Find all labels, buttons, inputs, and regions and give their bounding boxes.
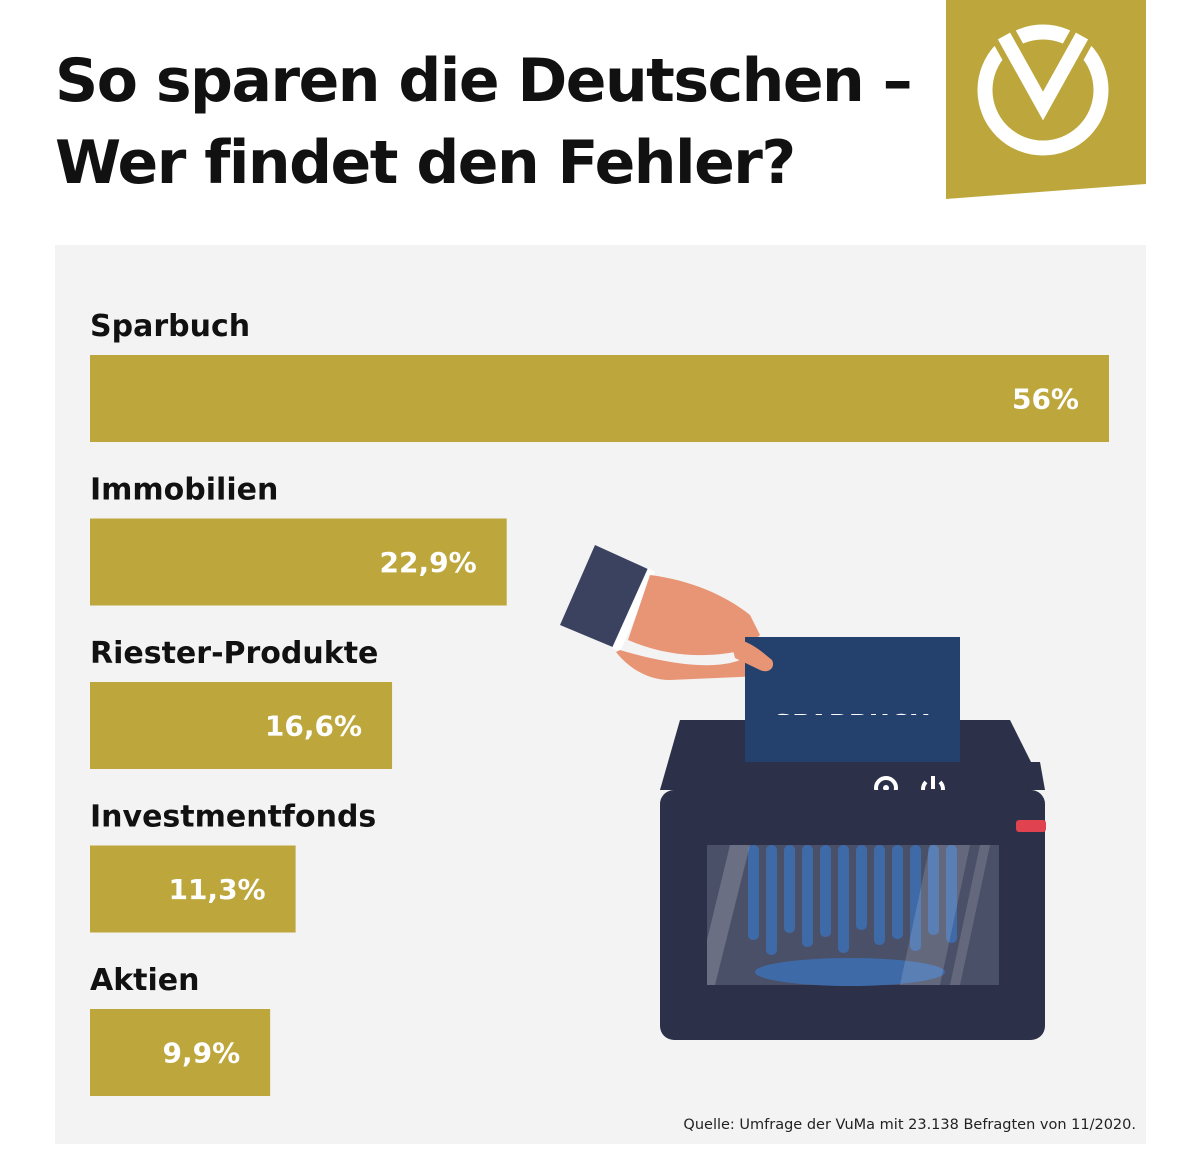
bar-value-label: 11,3% — [168, 873, 265, 906]
source-note: Quelle: Umfrage der VuMa mit 23.138 Befr… — [683, 1117, 1136, 1133]
shredder-illustration: SPARBUCH — [550, 540, 1060, 1050]
category-label: Aktien — [90, 963, 200, 998]
category-label: Riester-Produkte — [90, 636, 378, 671]
bar — [90, 1009, 271, 1096]
bar — [90, 845, 296, 933]
category-label: Investmentfonds — [90, 800, 376, 835]
bar — [90, 682, 393, 769]
bar-value-label: 56% — [1012, 383, 1079, 416]
bar-value-label: 22,9% — [380, 546, 477, 579]
page-title: So sparen die Deutschen – Wer findet den… — [55, 40, 913, 204]
category-label: Immobilien — [90, 473, 278, 508]
bar — [90, 355, 1109, 442]
sparkasse-s-logo-icon — [946, 0, 1146, 199]
cuff-icon — [612, 568, 655, 652]
bar-value-label: 9,9% — [162, 1037, 240, 1070]
shredder-indicator — [1016, 820, 1046, 832]
title-line-1: So sparen die Deutschen – — [55, 46, 913, 116]
sleeve-icon — [560, 545, 650, 648]
hand-icon — [616, 647, 774, 680]
sparkasse-logo — [946, 0, 1146, 199]
bar-value-label: 16,6% — [265, 710, 362, 743]
title-line-2: Wer findet den Fehler? — [55, 128, 796, 198]
category-label: Sparbuch — [90, 309, 250, 344]
bar — [90, 518, 507, 606]
paper-shredder-icon: SPARBUCH — [560, 545, 1046, 1040]
